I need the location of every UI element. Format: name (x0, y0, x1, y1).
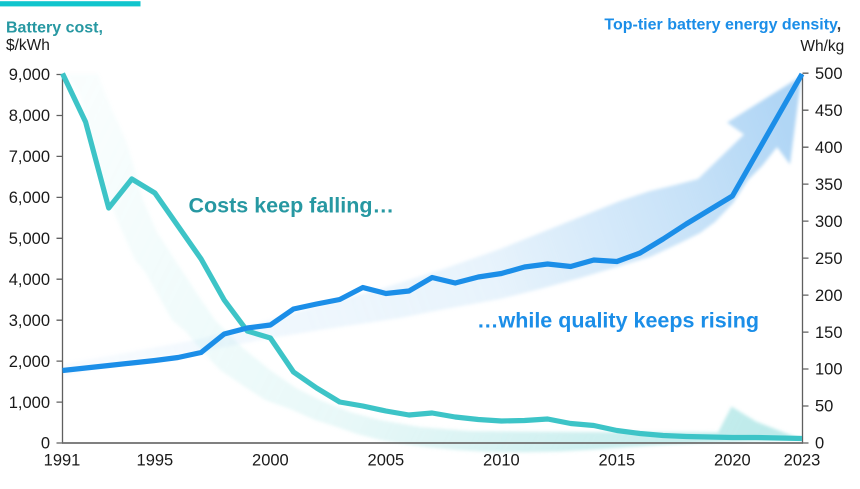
svg-text:8,000: 8,000 (9, 107, 50, 125)
svg-text:7,000: 7,000 (9, 148, 50, 166)
svg-text:2,000: 2,000 (9, 353, 50, 371)
svg-text:500: 500 (815, 65, 843, 83)
svg-text:$/kWh: $/kWh (6, 37, 50, 54)
svg-text:…while quality keeps rising: …while quality keeps rising (477, 309, 759, 333)
svg-text:2023: 2023 (784, 452, 821, 470)
svg-text:50: 50 (815, 398, 833, 416)
svg-text:250: 250 (815, 250, 843, 268)
svg-text:1,000: 1,000 (9, 394, 50, 412)
svg-text:300: 300 (815, 213, 843, 231)
svg-text:2020: 2020 (714, 452, 751, 470)
svg-text:100: 100 (815, 361, 843, 379)
svg-text:4,000: 4,000 (9, 271, 50, 289)
svg-text:1995: 1995 (137, 452, 174, 470)
svg-text:450: 450 (815, 102, 843, 120)
svg-text:9,000: 9,000 (9, 66, 50, 84)
svg-text:2005: 2005 (368, 452, 405, 470)
svg-text:1991: 1991 (44, 452, 81, 470)
svg-text:5,000: 5,000 (9, 230, 50, 248)
svg-text:150: 150 (815, 324, 843, 342)
svg-text:0: 0 (815, 435, 824, 453)
svg-text:2015: 2015 (599, 452, 636, 470)
svg-text:2010: 2010 (483, 452, 520, 470)
svg-text:Top-tier battery energy densit: Top-tier battery energy density, (604, 17, 841, 34)
svg-text:3,000: 3,000 (9, 312, 50, 330)
svg-text:400: 400 (815, 139, 843, 157)
svg-text:Costs keep falling…: Costs keep falling… (189, 194, 395, 218)
svg-text:200: 200 (815, 287, 843, 305)
svg-text:6,000: 6,000 (9, 189, 50, 207)
svg-text:2000: 2000 (252, 452, 289, 470)
svg-text:Battery cost,: Battery cost, (6, 19, 103, 36)
svg-text:Wh/kg: Wh/kg (800, 38, 844, 55)
svg-text:0: 0 (41, 435, 50, 453)
svg-text:350: 350 (815, 176, 843, 194)
